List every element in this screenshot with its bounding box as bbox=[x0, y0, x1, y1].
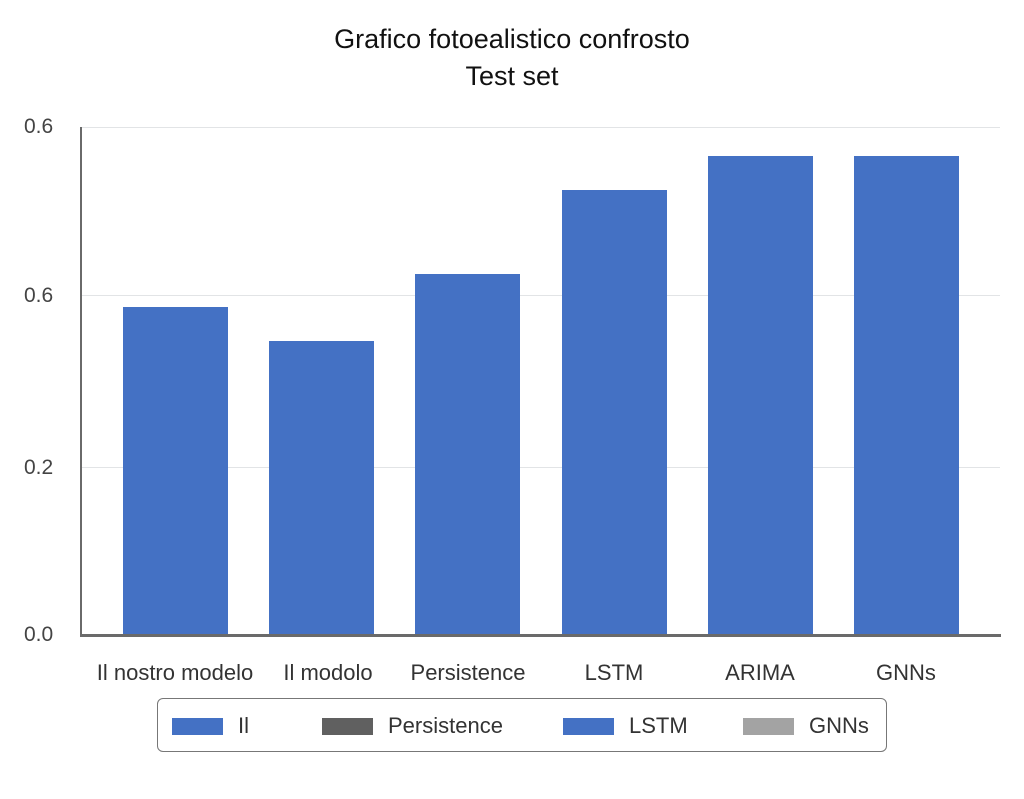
y-tick-label: 0.6 bbox=[24, 115, 54, 138]
legend-label: LSTM bbox=[629, 713, 688, 738]
y-tick-label: 0.6 bbox=[24, 284, 54, 307]
gridline bbox=[82, 127, 1000, 128]
y-tick-label: 0.0 bbox=[24, 623, 54, 646]
legend: Il Persistence LSTM GNNs bbox=[157, 698, 887, 752]
legend-item: Persistence bbox=[322, 699, 503, 753]
bar bbox=[269, 341, 374, 635]
legend-label: GNNs bbox=[809, 713, 869, 738]
bar bbox=[415, 274, 520, 635]
x-tick-label: Persistence bbox=[410, 660, 526, 685]
chart-title: Grafico fotoealistico confrosto bbox=[334, 24, 690, 54]
legend-label: Persistence bbox=[388, 713, 503, 738]
gridline bbox=[82, 295, 1000, 296]
y-axis-line bbox=[80, 127, 82, 636]
x-tick-label: Il modolo bbox=[283, 660, 373, 685]
legend-label: Il bbox=[238, 713, 249, 738]
x-tick-label: ARIMA bbox=[725, 660, 795, 685]
legend-item: GNNs bbox=[743, 699, 869, 753]
legend-swatch bbox=[172, 717, 223, 735]
legend-swatch bbox=[743, 717, 794, 735]
legend-item: Il bbox=[172, 699, 249, 753]
bar bbox=[562, 190, 667, 635]
y-tick-label: 0.2 bbox=[24, 456, 54, 479]
chart-subtitle: Test set bbox=[465, 61, 559, 91]
bar bbox=[123, 307, 228, 635]
legend-swatch bbox=[563, 717, 614, 735]
bar bbox=[708, 156, 813, 635]
x-tick-label: Il nostro modelo bbox=[96, 660, 254, 685]
legend-swatch bbox=[322, 717, 373, 735]
gridline bbox=[82, 467, 1000, 468]
x-axis-line bbox=[80, 634, 1001, 637]
x-tick-label: LSTM bbox=[584, 660, 644, 685]
legend-item: LSTM bbox=[563, 699, 688, 753]
x-tick-label: GNNs bbox=[876, 660, 936, 685]
bar bbox=[854, 156, 959, 635]
